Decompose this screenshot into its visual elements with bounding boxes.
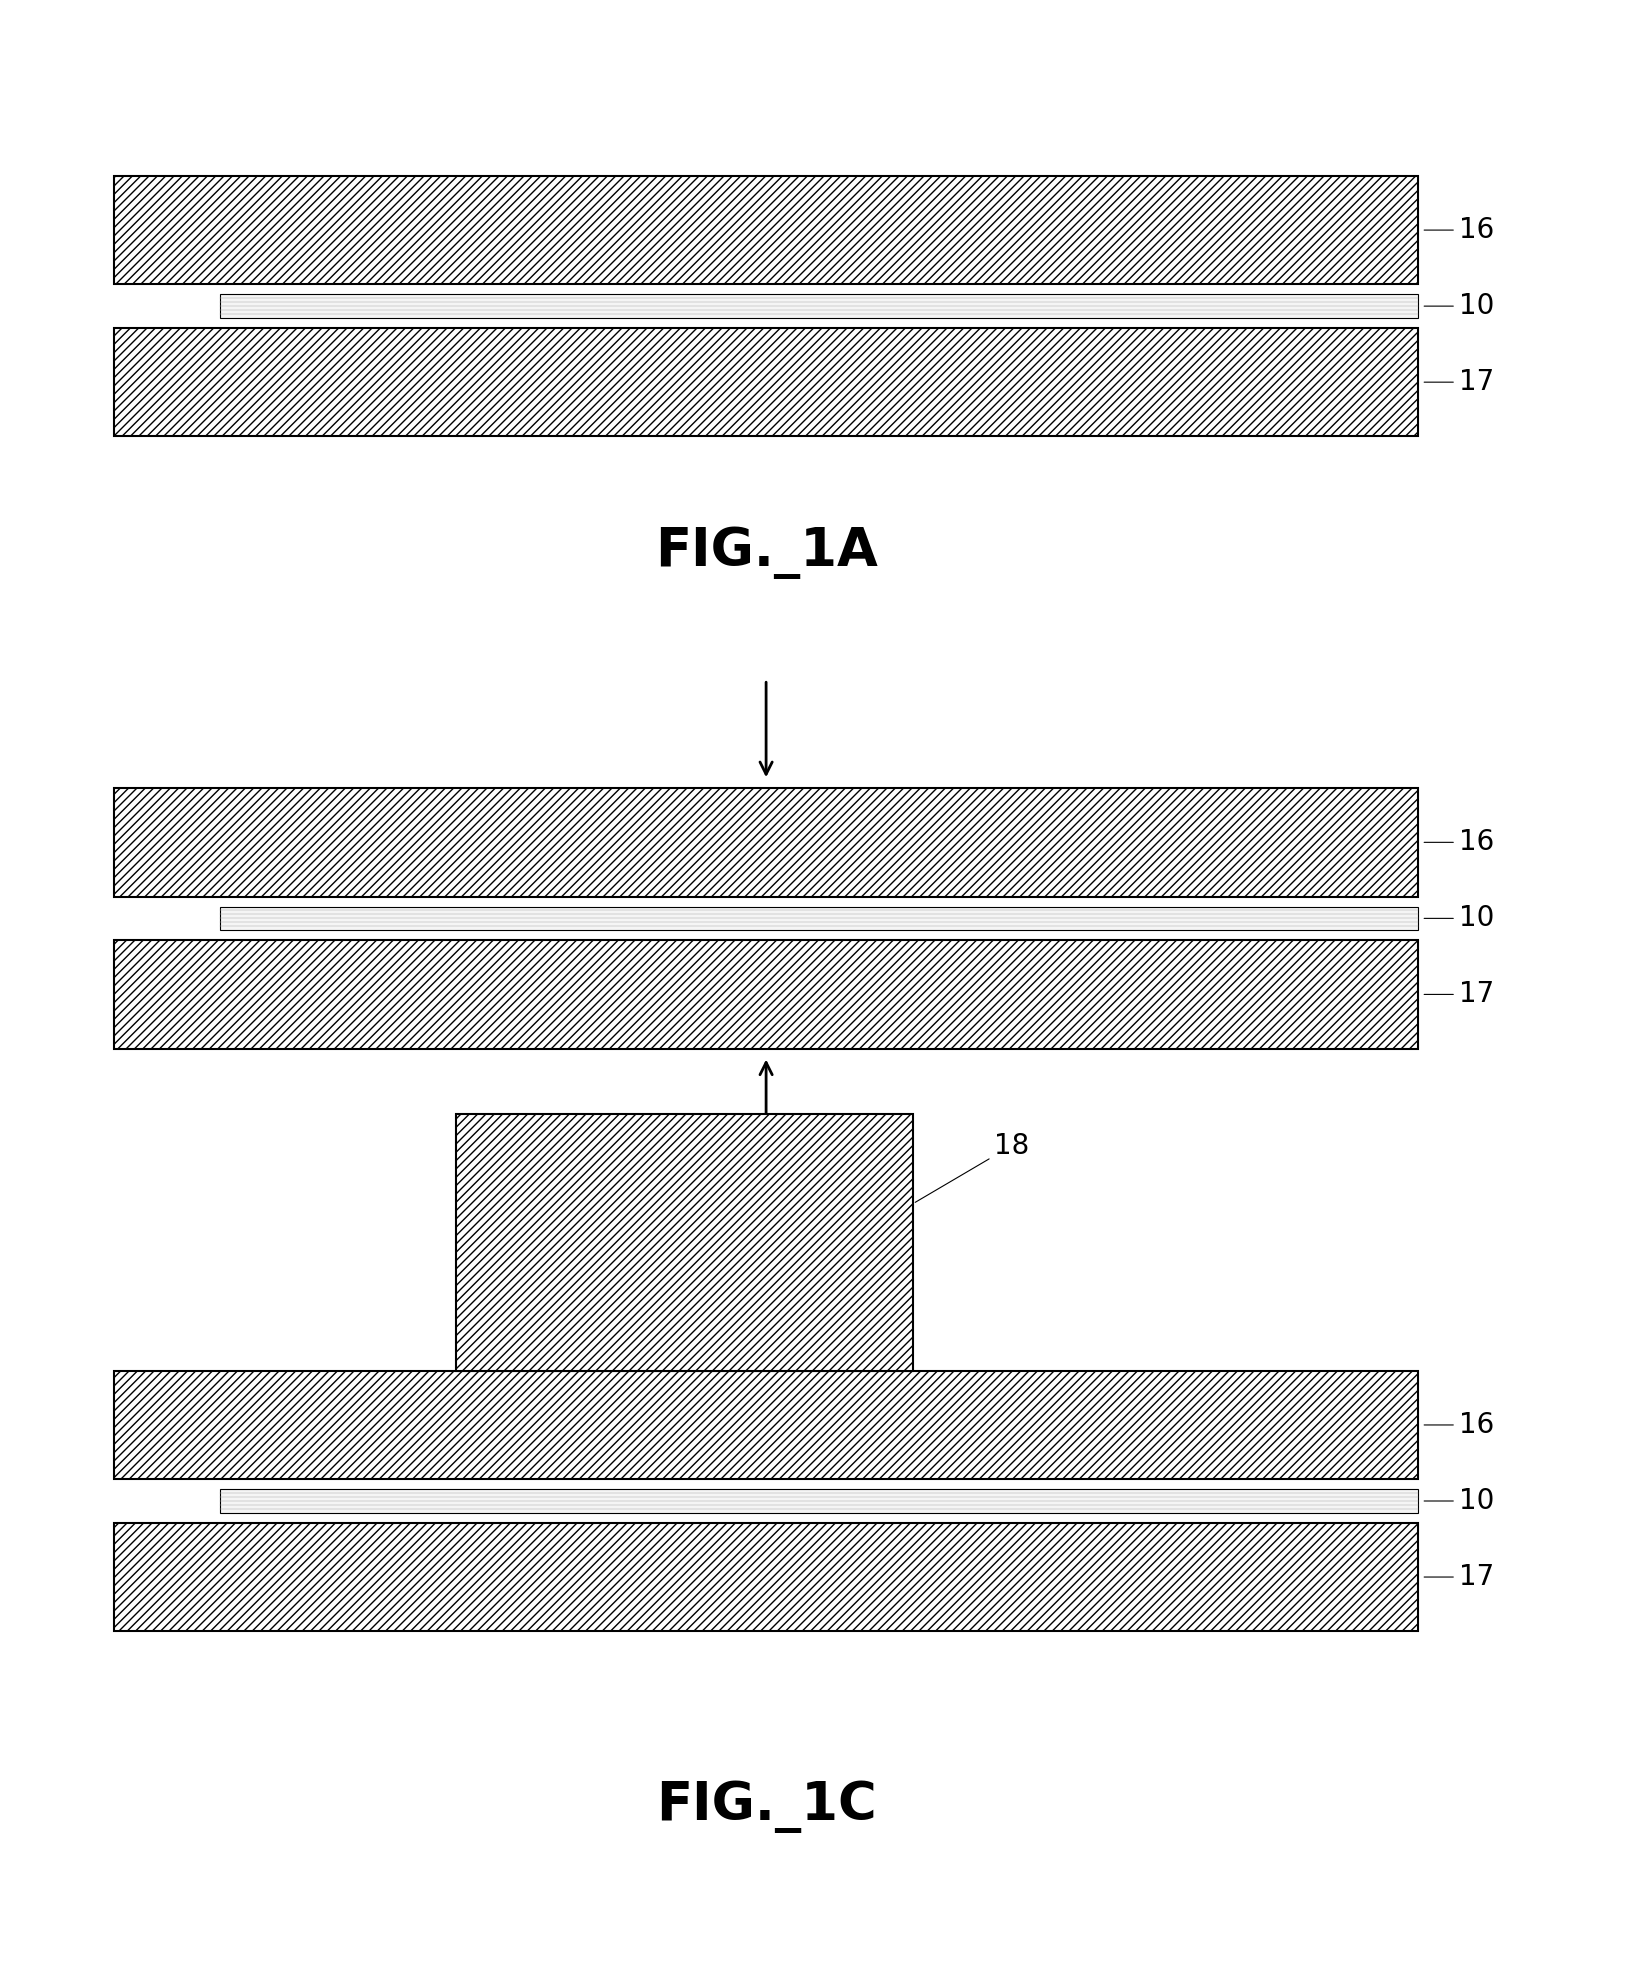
Bar — [114, 940, 1418, 1049]
Bar — [220, 294, 1418, 318]
Text: 17: 17 — [1425, 980, 1495, 1009]
Bar — [114, 788, 1418, 897]
Bar — [114, 328, 1418, 436]
Bar — [114, 1371, 1418, 1479]
Text: 16: 16 — [1425, 215, 1495, 245]
Text: FIG._1B: FIG._1B — [655, 1140, 877, 1191]
Text: 10: 10 — [1425, 292, 1495, 320]
Bar — [220, 907, 1418, 930]
Text: 17: 17 — [1425, 1562, 1495, 1592]
Text: 10: 10 — [1425, 1487, 1495, 1515]
Bar — [220, 1489, 1418, 1513]
Text: 10: 10 — [1425, 905, 1495, 932]
Bar — [114, 1523, 1418, 1631]
Text: 17: 17 — [1425, 367, 1495, 397]
Text: 16: 16 — [1425, 828, 1495, 857]
Bar — [456, 1114, 913, 1371]
Bar — [114, 176, 1418, 284]
Text: FIG._1A: FIG._1A — [655, 527, 877, 579]
Text: 16: 16 — [1425, 1410, 1495, 1440]
Text: 18: 18 — [914, 1132, 1030, 1203]
Text: FIG._1C: FIG._1C — [655, 1781, 877, 1833]
